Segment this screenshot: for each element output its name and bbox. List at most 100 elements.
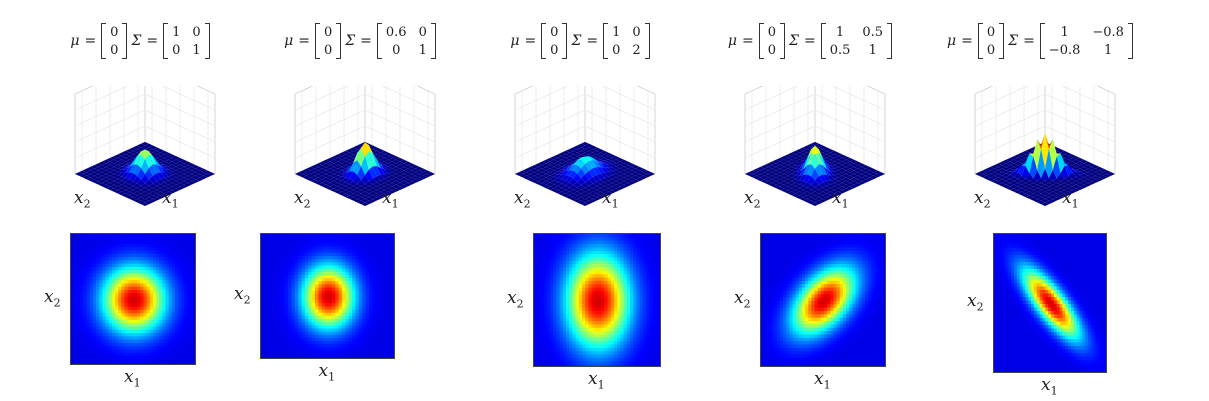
x2-axis-label-subscript: 2 (743, 297, 751, 311)
x1-axis-label-subscript: 1 (133, 376, 141, 390)
x2-axis-label-var: x (507, 288, 517, 308)
heatmap-grid (761, 234, 885, 366)
covariance-entry: 0 (612, 42, 621, 58)
panel-2: μ = 0 0 Σ = 0.6 0 0 1 x2 x1 (250, 0, 470, 401)
equals-sign: = (84, 33, 97, 49)
density-heatmap (760, 233, 886, 367)
covariance-entry: 0 (632, 24, 641, 40)
x2-axis-label: x2 (734, 288, 751, 311)
equals-sign: = (146, 33, 159, 49)
x1-axis-label-var: x (832, 188, 842, 208)
x1-axis-label-subscript: 1 (328, 370, 336, 384)
mu-symbol: μ (727, 33, 738, 49)
panel-4: μ = 0 0 Σ = 1 0.5 0.5 1 x2 x1 (700, 0, 920, 401)
x2-axis-label: x2 (74, 190, 91, 211)
bracket-right (1127, 23, 1133, 59)
heatmap-grid (534, 234, 660, 366)
bracket-right (430, 23, 436, 59)
covariance-entry: −0.8 (1092, 24, 1124, 40)
panel-5: μ = 0 0 Σ = 1 −0.8 −0.8 1 x2 x1 (930, 0, 1150, 401)
covariance-entry: 1 (612, 24, 621, 40)
covariance-entry: 0 (192, 24, 201, 40)
sigma-symbol: Σ (789, 33, 799, 49)
bracket-left (101, 23, 107, 59)
bracket-left (541, 23, 547, 59)
covariance-entry: 0 (172, 42, 181, 58)
covariance-entry: 1 (1060, 24, 1069, 40)
covariance-entry: 0 (392, 42, 401, 58)
x1-axis-label-subscript: 1 (1050, 384, 1058, 398)
bracket-right (999, 23, 1005, 59)
equation: μ = 0 0 Σ = 0.6 0 0 1 (250, 16, 470, 66)
x1-axis-label-var: x (814, 369, 824, 389)
bracket-right (887, 23, 893, 59)
surface-plot (514, 86, 656, 206)
covariance-entry: 1 (1104, 42, 1113, 58)
mean-entry: 0 (110, 42, 119, 58)
bracket-left (977, 23, 983, 59)
x2-axis-label: x2 (507, 288, 524, 310)
x1-axis-label: x1 (124, 369, 141, 390)
equals-sign: = (298, 33, 310, 49)
x2-axis-label-subscript: 2 (83, 197, 91, 211)
axis-box (974, 86, 1116, 175)
mu-symbol: μ (947, 33, 957, 49)
density-surface (295, 142, 435, 206)
density-surface (515, 142, 655, 206)
covariance-matrix: 1 0.5 0.5 1 (820, 23, 893, 59)
x2-axis-label: x2 (744, 190, 761, 210)
covariance-entry: 0.5 (829, 42, 851, 58)
covariance-entry: 1 (172, 24, 181, 40)
x1-axis-label-var: x (602, 188, 612, 208)
x1-axis-label-var: x (1062, 188, 1072, 208)
mu-symbol: μ (510, 33, 520, 49)
bracket-left (603, 23, 609, 59)
equals-sign: = (961, 33, 973, 49)
x1-axis-label-subscript: 1 (171, 197, 179, 211)
x2-axis-label: x2 (294, 188, 311, 210)
x2-axis-label-subscript: 2 (976, 300, 984, 314)
sigma-symbol: Σ (345, 33, 356, 49)
mean-entry: 0 (110, 24, 119, 40)
mean-entry: 0 (767, 42, 777, 58)
x2-axis-label-var: x (294, 188, 304, 208)
x1-axis-label-subscript: 1 (841, 197, 849, 211)
bracket-right (204, 23, 210, 59)
x2-axis-label-subscript: 2 (523, 197, 531, 211)
x1-axis-label-subscript: 1 (823, 378, 831, 392)
panel-1: μ = 0 0 Σ = 1 0 0 1 x2 x1 (30, 0, 250, 401)
x1-axis-label-subscript: 1 (611, 197, 619, 211)
x2-axis-label-subscript: 2 (243, 293, 251, 307)
mu-symbol: μ (70, 33, 80, 49)
x2-axis-label-var: x (967, 291, 977, 311)
bracket-left (163, 23, 169, 59)
x1-axis-label: x1 (319, 363, 336, 384)
covariance-entry: 1 (868, 42, 877, 58)
covariance-matrix: 1 −0.8 −0.8 1 (1039, 23, 1133, 59)
surface-plot (294, 86, 436, 206)
mu-symbol: μ (284, 33, 294, 49)
heatmap-grid (261, 234, 394, 358)
x2-axis-label-var: x (974, 188, 984, 208)
bracket-right (122, 23, 128, 59)
mean-entry: 0 (767, 24, 777, 40)
equals-sign: = (1023, 33, 1035, 49)
x1-axis-label-subscript: 1 (1071, 197, 1079, 211)
covariance-entries: 1 −0.8 −0.8 1 (1045, 23, 1128, 59)
equals-sign: = (742, 33, 754, 49)
density-surface (975, 133, 1115, 206)
x2-axis-label-var: x (734, 288, 744, 308)
covariance-entry: 2 (632, 42, 641, 58)
x2-axis-label: x2 (514, 190, 531, 211)
mean-entry: 0 (986, 42, 996, 58)
covariance-entry: 1 (418, 42, 427, 58)
covariance-entry: 1 (192, 42, 201, 58)
x1-axis-label: x1 (1041, 377, 1058, 398)
